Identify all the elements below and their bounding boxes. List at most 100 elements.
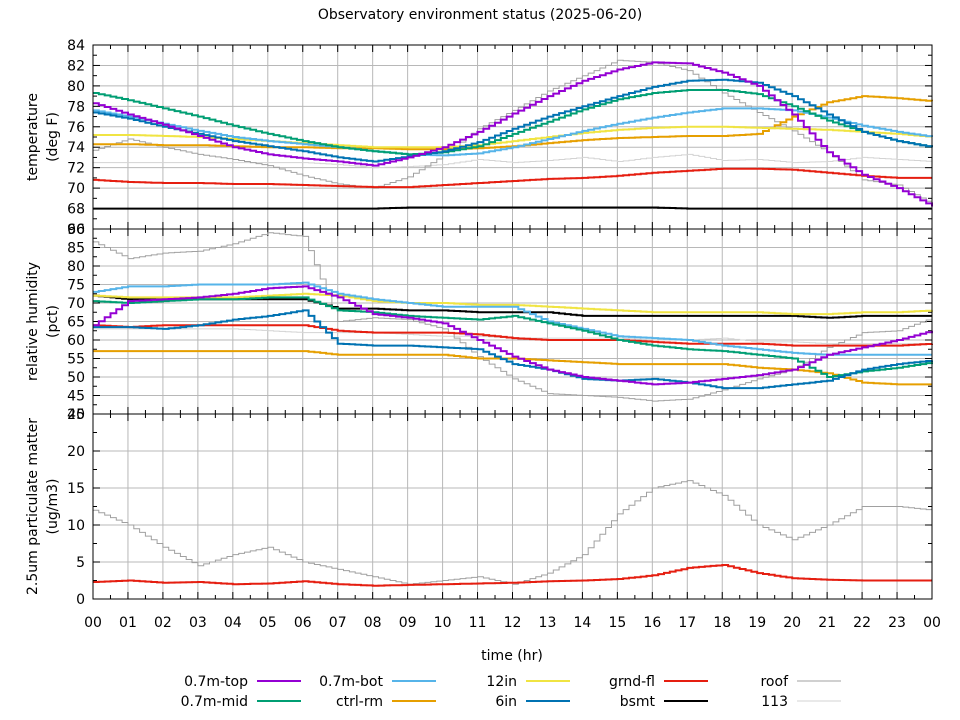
x-tick-label: 20 [783, 615, 801, 631]
y-tick-label: 70 [67, 296, 85, 312]
series-line-humidity-0.7m-bot [93, 281, 932, 356]
y-tick-label: 80 [67, 259, 85, 275]
plot-frame [92, 413, 933, 600]
legend-label: 0.7m-mid [181, 694, 248, 710]
x-tick-label: 17 [678, 615, 696, 631]
x-axis-label: time (hr) [481, 648, 543, 664]
series-line-humidity-6in [93, 309, 933, 390]
x-tick-label: 05 [259, 615, 277, 631]
y-tick-label: 65 [67, 315, 85, 331]
y-axis-label-line: (ug/m3) [45, 479, 61, 535]
series-line-temperature-bsmt [93, 206, 932, 210]
y-tick-label: 76 [67, 120, 85, 136]
series-line-humidity-12in [93, 292, 933, 316]
x-tick-label: 14 [574, 615, 592, 631]
legend-label: roof [760, 674, 789, 690]
series-line-particulate-roof [93, 480, 933, 585]
legend-label: 12in [486, 674, 517, 690]
y-tick-label: 40 [67, 407, 85, 423]
y-axis-label-line: (deg F) [45, 112, 61, 162]
series-line-humidity-ctrl-rm [93, 350, 932, 386]
x-tick-label: 07 [329, 615, 347, 631]
legend-item-0.7m-bot: 0.7m-bot [319, 674, 436, 690]
legend-item-6in: 6in [495, 694, 570, 710]
x-tick-label: 23 [888, 615, 906, 631]
legend: 0.7m-top 0.7m-mid 0.7m-bot ctrl-rm 12in 6in gr… [181, 674, 841, 710]
series-line-humidity-0.7m-mid [93, 296, 933, 378]
y-tick-label: 20 [67, 444, 85, 460]
x-tick-label: 15 [608, 615, 626, 631]
y-tick-label: 45 [67, 389, 85, 405]
legend-label: grnd-fl [609, 674, 655, 690]
y-tick-label: 90 [67, 222, 85, 238]
legend-item-roof: roof [760, 674, 841, 690]
legend-label: 0.7m-top [184, 674, 248, 690]
panel-temperature: 66 68 70 72 74 76 78 80 82 84 temperature (deg F) [25, 38, 933, 238]
legend-item-ctrl-rm: ctrl-rm [336, 694, 436, 710]
x-tick-label: 01 [119, 615, 137, 631]
x-tick-label: 02 [154, 615, 172, 631]
series-line-humidity-0.7m-top [93, 285, 933, 386]
legend-label: ctrl-rm [336, 694, 383, 710]
y-axis-label: relative humidity (pct) [25, 262, 61, 381]
y-axis-label-line: (pct) [45, 305, 61, 338]
y-tick-label: 25 [67, 407, 85, 423]
legend-label: 113 [761, 694, 788, 710]
y-tick-label: 78 [67, 99, 85, 115]
panel-particulate: 0 5 10 15 20 25 2.5um particulate matter (ug/m3… [25, 407, 933, 608]
series-line-temperature-0.7m-top [93, 61, 933, 207]
x-tick-label: 06 [294, 615, 312, 631]
x-tick-label: 18 [713, 615, 731, 631]
legend-label: 6in [495, 694, 517, 710]
y-tick-label: 82 [67, 58, 85, 74]
y-axis-label-line: relative humidity [25, 262, 41, 381]
x-tick-label: 16 [643, 615, 661, 631]
y-axis-label-line: temperature [25, 93, 41, 181]
legend-label: bsmt [620, 694, 656, 710]
series-line-temperature-12in [93, 125, 933, 149]
x-tick-label: 10 [434, 615, 452, 631]
x-tick-label: 13 [539, 615, 557, 631]
x-tick-label: 08 [364, 615, 382, 631]
legend-item-grnd-fl: grnd-fl [609, 674, 708, 690]
series-line-particulate-grnd-fl [93, 564, 932, 587]
x-tick-label: 21 [818, 615, 836, 631]
legend-item-12in: 12in [486, 674, 570, 690]
series-line-humidity-grnd-fl [93, 324, 933, 347]
y-tick-label: 66 [67, 222, 85, 238]
x-tick-label: 19 [748, 615, 766, 631]
series-line-temperature-0.7m-bot [93, 107, 933, 157]
legend-item-113: 113 [761, 694, 841, 710]
legend-item-0.7m-mid: 0.7m-mid [181, 694, 301, 710]
y-tick-label: 85 [67, 241, 85, 257]
chart-title: Observatory environment status (2025-06-… [318, 7, 642, 23]
x-tick-label: 00 [84, 615, 102, 631]
y-axis-label: temperature (deg F) [25, 93, 61, 181]
y-tick-label: 68 [67, 202, 85, 218]
legend-label: 0.7m-bot [319, 674, 383, 690]
x-tick-label: 22 [853, 615, 871, 631]
y-tick-label: 80 [67, 79, 85, 95]
series-line-temperature-grnd-fl [93, 167, 932, 189]
y-tick-label: 72 [67, 161, 85, 177]
x-tick-label: 03 [189, 615, 207, 631]
legend-item-bsmt: bsmt [620, 694, 708, 710]
y-tick-label: 74 [67, 140, 85, 156]
y-axis-label-line: 2.5um particulate matter [25, 418, 41, 595]
series-line-temperature-113 [93, 153, 933, 169]
y-axis-label: 2.5um particulate matter (ug/m3) [25, 418, 61, 595]
x-tick-label: 00 [923, 615, 941, 631]
series-line-temperature-0.7m-mid [93, 89, 933, 156]
x-tick-label: 04 [224, 615, 242, 631]
y-tick-label: 50 [67, 370, 85, 386]
y-tick-label: 0 [76, 592, 85, 608]
x-tick-label: 11 [469, 615, 487, 631]
y-tick-label: 70 [67, 181, 85, 197]
series-line-temperature-roof [93, 59, 933, 205]
series-line-temperature-6in [93, 78, 933, 163]
legend-item-0.7m-top: 0.7m-top [184, 674, 301, 690]
x-tick-label: 09 [399, 615, 417, 631]
x-tick-labels: 00 01 02 03 04 05 06 07 08 09 10 11 12 13 14 15 16 17 18 19… [84, 615, 941, 631]
y-tick-label: 60 [67, 333, 85, 349]
